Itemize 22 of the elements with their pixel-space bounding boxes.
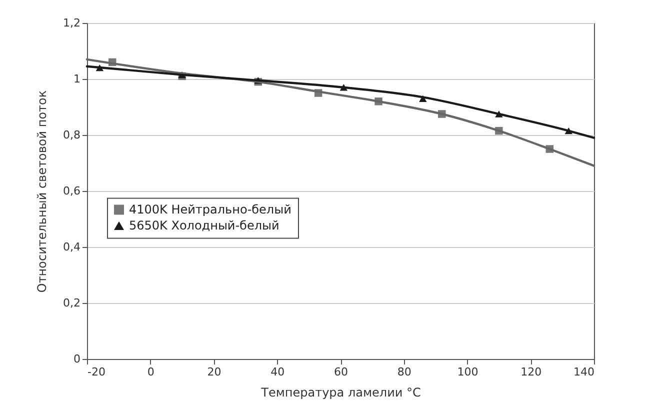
x-axis-title: Температура ламелии °C [260, 386, 421, 400]
x-tick-label: 0 [147, 366, 154, 378]
y-tick-label: 0 [74, 352, 80, 366]
x-tick-label: 100 [457, 366, 478, 378]
x-tick-label: 60 [334, 366, 348, 378]
legend-label: 5650K Холодный-белый [129, 218, 280, 233]
line-series [86, 65, 596, 139]
y-tick-label: 1 [74, 72, 80, 86]
y-axis-title: Относительный световой поток [35, 90, 50, 293]
y-tick-label: 0,4 [63, 240, 80, 254]
x-tick-label: 80 [397, 366, 412, 378]
legend-label: 4100K Нейтрально-белый [129, 202, 292, 217]
y-tick-label: 1,2 [63, 16, 80, 30]
x-tick-label: 40 [270, 366, 285, 378]
x-tick-label: -20 [88, 366, 106, 378]
x-tick-label: 120 [520, 366, 542, 378]
line-series [86, 58, 596, 167]
x-tick-label: 140 [574, 366, 594, 378]
y-tick-label: 0,6 [63, 184, 80, 198]
y-tick-label: 0,2 [63, 296, 80, 310]
x-tick-label: 20 [207, 366, 222, 378]
y-tick-label: 0,8 [63, 128, 80, 142]
